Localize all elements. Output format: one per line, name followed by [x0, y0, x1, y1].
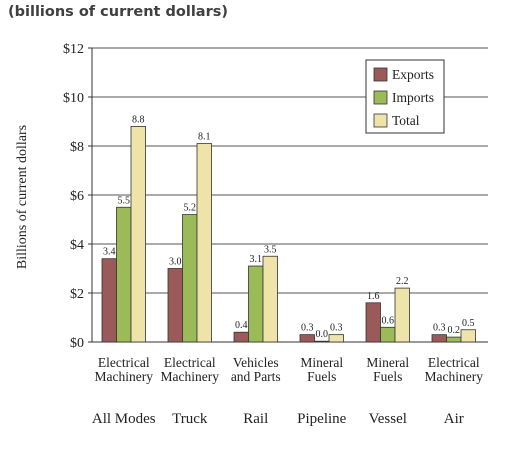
bar-total — [394, 287, 410, 343]
category-label-line2: Machinery — [425, 369, 484, 384]
bar-total — [328, 334, 344, 343]
bar-total — [460, 329, 476, 343]
mode-label: Truck — [172, 411, 208, 427]
data-label: 0.3 — [330, 323, 343, 334]
mode-label: Air — [444, 411, 464, 427]
category-label-line2: and Parts — [231, 369, 281, 384]
category-label-line1: Electrical — [98, 355, 150, 370]
data-label: 5.2 — [184, 203, 197, 214]
data-label: 0.3 — [301, 323, 314, 334]
data-label: 3.1 — [250, 254, 263, 265]
category-label-line1: Mineral — [366, 355, 409, 370]
y-tick-label: $0 — [70, 336, 84, 351]
y-axis-label: Billions of current dollars — [15, 125, 30, 269]
category-label-line1: Vehicles — [233, 355, 279, 370]
legend-swatch-exports — [373, 67, 388, 82]
mode-label: Pipeline — [297, 411, 347, 427]
category-label-line2: Machinery — [161, 369, 220, 384]
bar-imports — [314, 340, 330, 343]
mode-label: Rail — [243, 411, 268, 427]
data-label: 0.4 — [235, 320, 248, 331]
data-label: 0.5 — [462, 318, 475, 329]
data-label: 0.6 — [382, 315, 395, 326]
bar-total — [262, 255, 278, 343]
bar-total — [130, 126, 146, 343]
bar-imports — [182, 214, 198, 343]
y-tick-label: $12 — [63, 42, 84, 57]
data-label: 3.0 — [169, 257, 182, 268]
data-label: 8.1 — [198, 132, 211, 143]
data-labels: 3.45.58.83.05.28.10.43.13.50.30.00.31.60… — [103, 114, 475, 340]
data-label: 0.3 — [433, 323, 446, 334]
bar-imports — [446, 336, 462, 343]
y-tick-label: $8 — [70, 140, 84, 155]
data-label: 0.2 — [448, 325, 461, 336]
legend-label-exports: Exports — [392, 67, 434, 82]
legend-label-total: Total — [392, 113, 420, 128]
bar-exports — [365, 302, 381, 343]
data-label: 2.2 — [396, 276, 409, 287]
category-label-line2: Fuels — [373, 369, 402, 384]
data-label: 5.5 — [118, 195, 131, 206]
legend-swatch-total — [373, 113, 388, 128]
legend: Exports Imports Total — [365, 59, 445, 134]
bar-exports — [431, 334, 447, 343]
mode-label: Vessel — [369, 411, 407, 427]
data-label: 0.0 — [316, 329, 329, 340]
category-label-line1: Mineral — [300, 355, 343, 370]
category-label-line1: Electrical — [164, 355, 216, 370]
data-label: 3.5 — [264, 244, 277, 255]
y-tick-label: $4 — [70, 238, 84, 253]
y-tick-label: $2 — [70, 287, 84, 302]
legend-swatch-imports — [373, 90, 388, 105]
bars — [101, 126, 476, 343]
bar-exports — [233, 331, 249, 343]
y-tick-label: $10 — [63, 91, 84, 106]
bar-total — [196, 143, 212, 343]
page-title: (billions of current dollars) — [8, 4, 228, 20]
data-label: 1.6 — [367, 291, 380, 302]
legend-label-imports: Imports — [392, 90, 434, 105]
data-label: 8.8 — [132, 114, 145, 125]
axes: $0 $2 $4 $6 $8 $10 $12 — [63, 42, 488, 351]
mode-label: All Modes — [92, 411, 156, 427]
bar-imports — [248, 265, 264, 343]
bar-exports — [167, 268, 183, 343]
data-label: 3.4 — [103, 247, 116, 258]
y-tick-label: $6 — [70, 189, 84, 204]
bar-imports — [380, 326, 396, 343]
bar-imports — [116, 206, 132, 343]
category-label-line1: Electrical — [428, 355, 480, 370]
bar-exports — [101, 258, 117, 343]
category-label-line2: Machinery — [95, 369, 154, 384]
bar-exports — [299, 334, 315, 343]
category-label-line2: Fuels — [307, 369, 336, 384]
